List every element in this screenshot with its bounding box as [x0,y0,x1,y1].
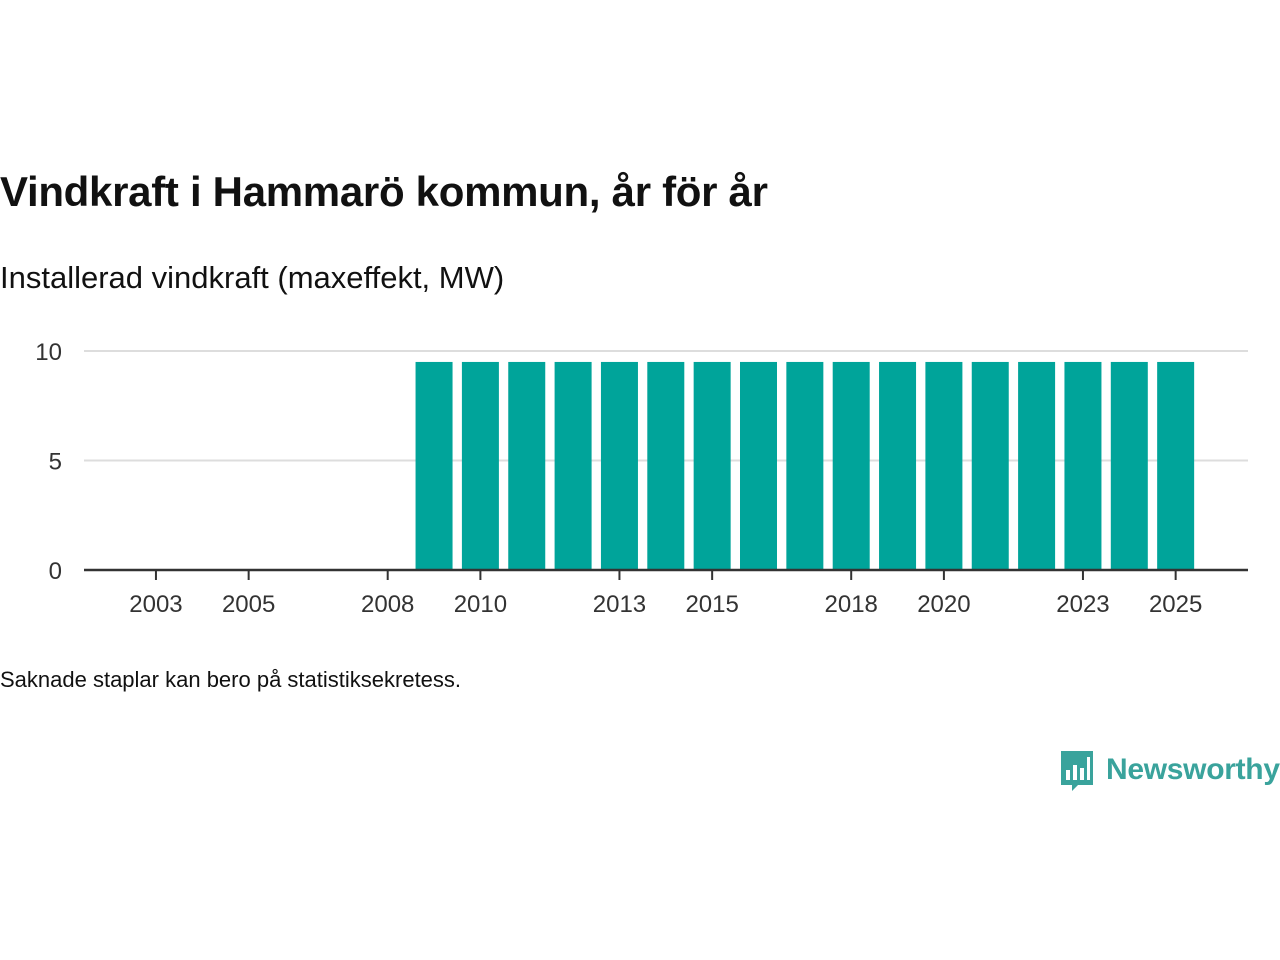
bar-2011 [508,361,546,570]
bar-2025 [1157,361,1195,570]
bar-2020 [925,361,963,570]
bar-2015 [693,361,731,570]
x-tick-label: 2020 [917,591,970,618]
bar-2009 [415,361,453,570]
chart-subtitle: Installerad vindkraft (maxeffekt, MW) [0,260,505,295]
x-tick-label: 2005 [222,591,275,618]
bar-2022 [1018,361,1056,570]
x-axis-ticks: 2003 2005 2008 2010 2013 2015 2018 2020 2023 2025 [84,568,1248,618]
y-axis-ticks: 0 5 10 [35,339,62,585]
bar-2014 [647,361,685,570]
newsworthy-logo-icon [1061,751,1093,791]
x-tick-label: 2023 [1056,591,1109,618]
x-tick-label: 2003 [129,591,182,618]
x-tick-label: 2008 [361,591,414,618]
y-tick-label: 5 [49,449,62,476]
bar-2017 [786,361,824,570]
bar-2010 [461,361,499,570]
bar-2016 [740,361,777,570]
x-tick-label: 2015 [685,591,738,618]
x-tick-label: 2025 [1149,591,1202,618]
bar-2019 [879,361,917,570]
bar-2012 [554,361,592,570]
y-tick-label: 0 [49,558,62,585]
brand-name: Newsworthy [1106,753,1280,786]
bar-chart: 0 5 10 2003 2005 2008 2010 2013 2015 2018 2020 202… [35,339,1248,618]
bar-2023 [1064,361,1102,570]
x-tick-label: 2010 [454,591,507,618]
footnote: Saknade staplar kan bero på statistiksek… [0,667,462,692]
bar-2013 [600,361,638,570]
chart-title: Vindkraft i Hammarö kommun, år för år [0,168,768,215]
brand-logo: Newsworthy [1058,748,1280,792]
bars [415,361,1195,570]
x-tick-label: 2018 [825,591,878,618]
bar-2021 [971,361,1009,570]
bar-2024 [1110,361,1148,570]
x-tick-label: 2013 [593,591,646,618]
y-tick-label: 10 [35,339,62,366]
bar-2018 [832,361,870,570]
